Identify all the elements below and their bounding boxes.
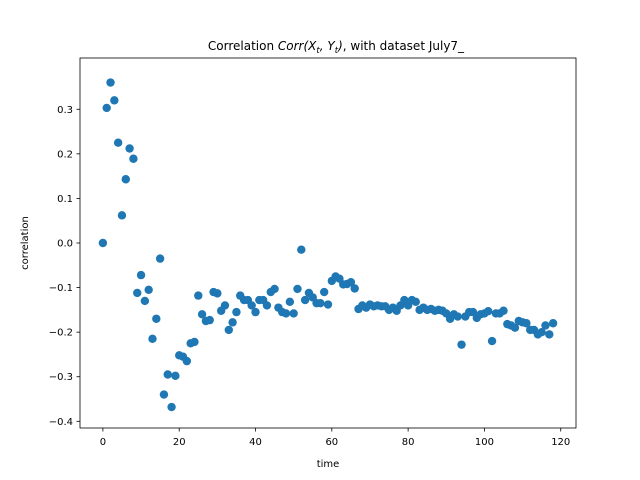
data-point	[140, 296, 150, 306]
data-point	[281, 309, 291, 318]
y-tick-label: −0.3	[49, 372, 73, 383]
x-tick-label: 80	[402, 437, 415, 448]
title-math-close: )	[337, 39, 343, 53]
data-point	[545, 330, 554, 339]
data-point	[319, 287, 329, 297]
data-point	[220, 301, 230, 310]
data-point	[213, 289, 222, 298]
title-math: Corr(X	[278, 39, 317, 53]
data-points	[98, 78, 558, 412]
data-point	[152, 314, 161, 323]
y-tick-label: 0.2	[57, 149, 73, 160]
data-point	[285, 297, 295, 307]
data-point	[228, 318, 237, 327]
data-point	[171, 371, 180, 381]
data-point	[487, 336, 497, 346]
y-tick-label: 0.0	[57, 239, 73, 250]
data-point	[133, 288, 142, 298]
data-point	[293, 284, 302, 294]
data-point	[121, 175, 130, 184]
data-point	[247, 301, 256, 310]
data-point	[484, 307, 493, 316]
data-point	[106, 78, 115, 87]
data-point	[251, 307, 260, 317]
title-prefix: Correlation	[208, 39, 278, 53]
x-tick-label: 60	[325, 437, 338, 448]
data-point	[316, 298, 325, 308]
data-point	[224, 325, 233, 335]
x-tick-label: 100	[475, 437, 494, 448]
title-sub-2: t	[335, 46, 339, 56]
x-tick-label: 40	[249, 437, 262, 448]
data-point	[102, 103, 111, 113]
data-point	[197, 310, 207, 319]
data-point	[163, 370, 172, 379]
data-point	[346, 278, 356, 287]
y-tick-label: −0.2	[49, 328, 73, 339]
data-point	[232, 307, 241, 317]
data-point	[270, 284, 279, 294]
data-point	[129, 154, 138, 163]
x-tick-label: 0	[100, 437, 106, 448]
data-point	[548, 319, 558, 328]
data-point	[205, 315, 214, 325]
x-axis-ticks: 0 20 40 60 80 100 120	[100, 428, 570, 448]
axes-frame	[79, 57, 577, 429]
data-point	[113, 138, 123, 147]
title-suffix: , with dataset July7_	[343, 39, 465, 53]
data-point	[144, 285, 153, 295]
data-point	[262, 301, 272, 310]
x-tick-label: 120	[551, 437, 570, 448]
data-point	[499, 306, 508, 315]
data-point	[522, 319, 531, 328]
data-point	[510, 323, 520, 332]
data-point	[537, 327, 546, 337]
x-axis-label: time	[317, 459, 340, 470]
data-point	[98, 238, 108, 248]
data-point	[411, 297, 420, 307]
y-tick-label: −0.4	[49, 417, 73, 428]
data-point	[289, 309, 298, 318]
y-axis-ticks: −0.4 −0.3 −0.2 −0.1 0.0 0.1 0.2 0.3	[49, 105, 80, 428]
data-point	[453, 312, 462, 321]
data-point	[457, 340, 466, 349]
data-point	[125, 144, 134, 153]
y-axis-label: correlation	[20, 216, 31, 270]
title-math-mid: , Y	[320, 39, 337, 53]
data-point	[350, 284, 359, 293]
data-point	[117, 211, 127, 220]
data-point	[190, 337, 199, 347]
data-point	[167, 402, 176, 412]
data-point	[182, 356, 192, 366]
data-point	[541, 321, 550, 330]
data-point	[155, 254, 165, 263]
data-point	[110, 96, 119, 105]
y-tick-label: 0.1	[57, 194, 73, 205]
data-point	[194, 291, 203, 300]
y-tick-label: −0.1	[49, 283, 73, 294]
data-point	[159, 390, 169, 399]
data-point	[300, 295, 310, 305]
data-point	[297, 245, 306, 254]
x-tick-label: 20	[173, 437, 186, 448]
data-point	[136, 270, 146, 280]
title-sub-1: t	[316, 46, 320, 56]
y-tick-label: 0.3	[57, 105, 73, 116]
data-point	[323, 300, 333, 309]
data-point	[148, 334, 157, 344]
chart-title: Correlation Corr(Xt, Yt), with dataset J…	[208, 39, 465, 56]
